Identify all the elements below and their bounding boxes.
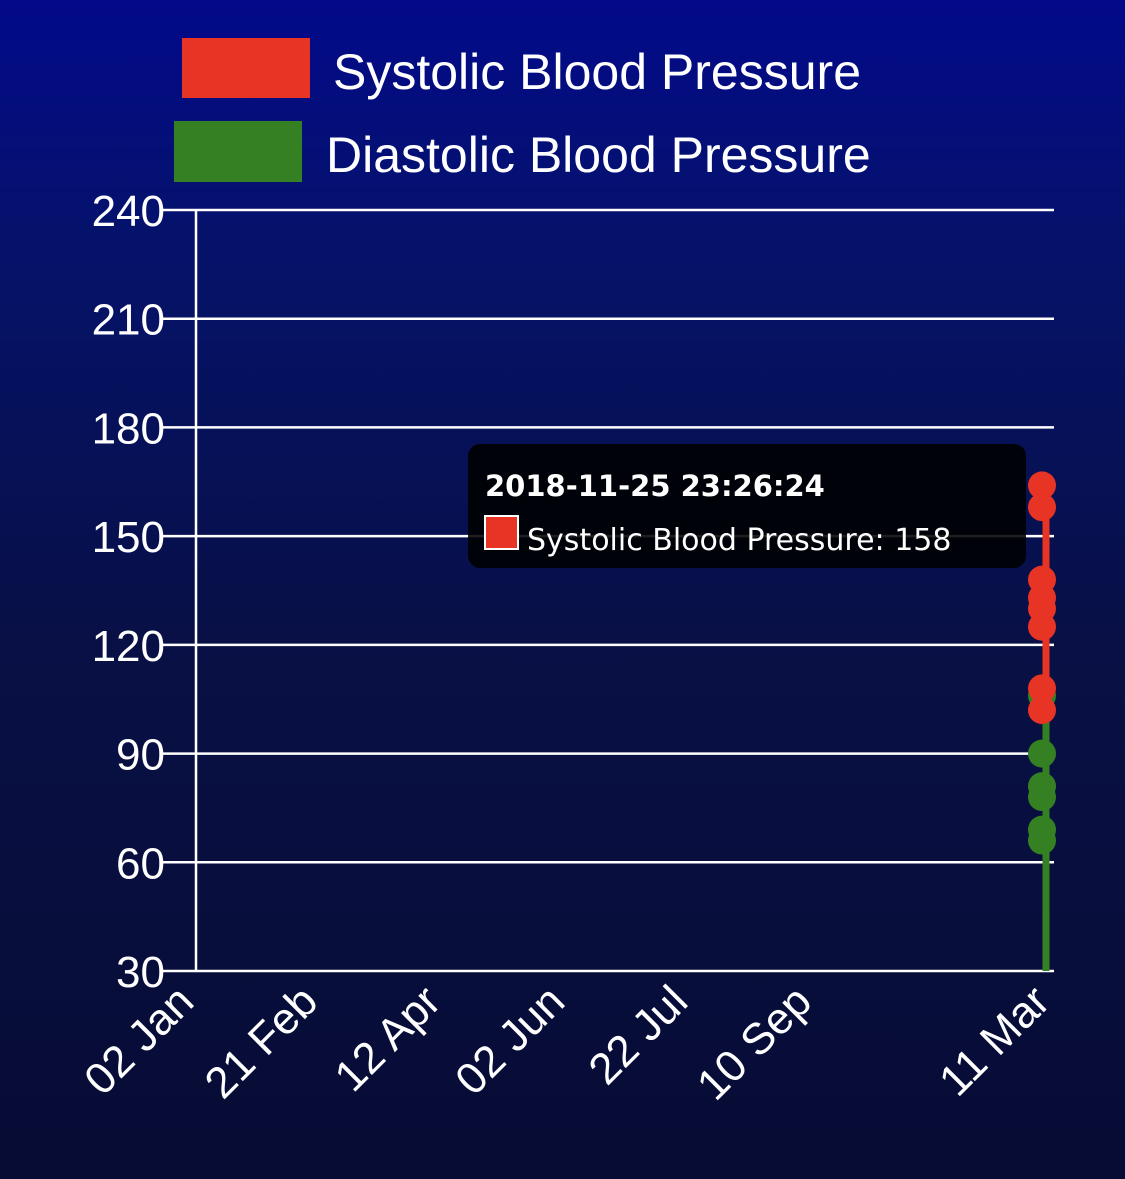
legend-swatch-diastolic [174, 121, 302, 182]
tooltip-title: 2018-11-25 23:26:24 [485, 469, 825, 503]
diastolic-point[interactable] [1028, 783, 1056, 812]
x-tick-label: 10 Sep [688, 976, 821, 1109]
legend-swatch-systolic [182, 38, 310, 98]
tooltip-label: Systolic Blood Pressure: 158 [527, 523, 951, 558]
legend-item-diastolic[interactable]: Diastolic Blood Pressure [174, 121, 871, 183]
systolic-point[interactable] [1028, 674, 1056, 703]
y-tick-label: 240 [92, 187, 165, 236]
y-tick-label: 210 [92, 296, 165, 345]
systolic-point[interactable] [1028, 612, 1056, 641]
x-tick-label: 21 Feb [196, 976, 328, 1108]
data-series[interactable] [1028, 471, 1056, 971]
grid-lines [163, 208, 1054, 973]
x-tick-label: 11 Mar [930, 976, 1059, 1105]
systolic-point[interactable] [1028, 493, 1056, 522]
y-axis: 240 210 180 150 120 90 60 30 [92, 187, 198, 997]
tooltip: 2018-11-25 23:26:24 Systolic Blood Press… [468, 444, 1026, 568]
diastolic-point[interactable] [1028, 739, 1056, 768]
systolic-point[interactable] [1028, 471, 1056, 500]
x-tick-label: 22 Jul [579, 976, 697, 1094]
y-tick-label: 60 [116, 839, 165, 888]
systolic-point[interactable] [1028, 696, 1056, 725]
tooltip-swatch [484, 515, 519, 550]
legend-label-diastolic: Diastolic Blood Pressure [326, 127, 871, 183]
tooltip-box [468, 444, 1026, 568]
x-tick-label: 02 Jun [446, 976, 574, 1104]
y-tick-label: 30 [116, 948, 165, 997]
diastolic-point[interactable] [1028, 826, 1056, 855]
legend[interactable]: Systolic Blood Pressure Diastolic Blood … [174, 38, 871, 183]
legend-item-systolic[interactable]: Systolic Blood Pressure [182, 38, 861, 100]
legend-label-systolic: Systolic Blood Pressure [333, 44, 861, 100]
y-tick-label: 120 [92, 622, 165, 671]
x-tick-label: 12 Apr [325, 976, 450, 1101]
y-tick-label: 90 [116, 731, 165, 780]
y-tick-label: 150 [92, 513, 165, 562]
y-tick-label: 180 [92, 404, 165, 453]
